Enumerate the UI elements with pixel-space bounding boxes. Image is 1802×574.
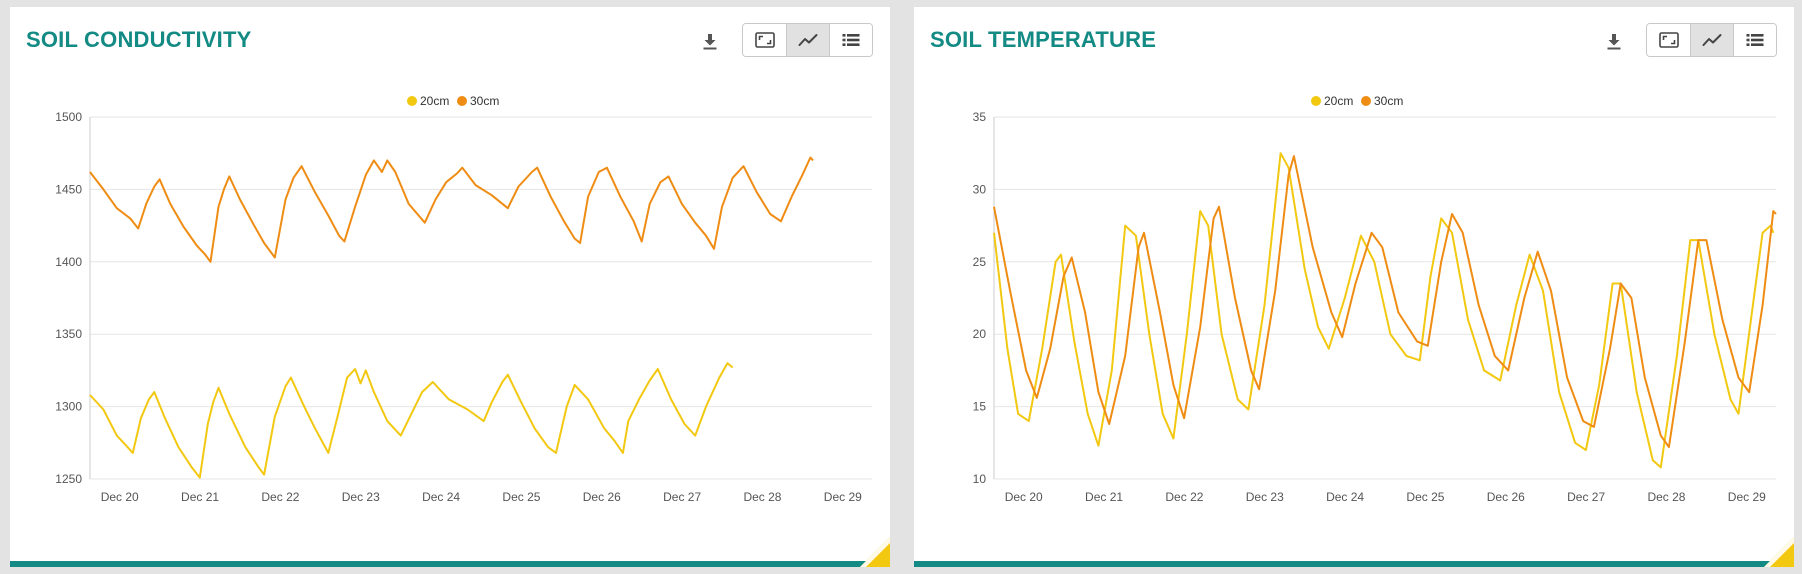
x-tick-label: Dec 26 [583,490,621,504]
corner-resize-handle[interactable] [1764,537,1794,567]
panel-title: SOIL CONDUCTIVITY [26,27,252,52]
y-tick-label: 35 [973,110,987,124]
x-tick-label: Dec 25 [1406,490,1444,504]
y-tick-label: 1500 [55,110,82,124]
view-toggle-group [742,23,873,57]
expand-icon [1658,32,1679,48]
soil-temperature-panel: SOIL TEMPERATURE 10 15 20 25 30 [914,7,1794,567]
x-tick-label: Dec 27 [663,490,701,504]
y-tick-label: 10 [973,472,987,486]
x-tick-label: Dec 29 [1728,490,1766,504]
legend-label[interactable]: 20cm [420,94,449,108]
legend-label[interactable]: 30cm [470,94,499,108]
x-tick-label: Dec 20 [101,490,139,504]
y-tick-label: 15 [973,400,987,414]
legend-marker [457,96,467,106]
x-tick-label: Dec 22 [261,490,299,504]
download-icon [1607,34,1621,50]
series-line-20cm [993,152,1775,469]
table-icon [1746,34,1764,46]
x-tick-label: Dec 21 [181,490,219,504]
line-chart-button[interactable] [786,24,829,56]
x-tick-label: Dec 26 [1487,490,1525,504]
x-tick-label: Dec 29 [824,490,862,504]
expand-icon [754,32,775,48]
y-tick-label: 1400 [55,255,82,269]
x-tick-label: Dec 21 [1085,490,1123,504]
x-tick-label: Dec 25 [502,490,540,504]
series-line-30cm [89,156,814,263]
bottom-accent-bar [914,561,1794,567]
legend-marker [1311,96,1321,106]
y-tick-label: 1350 [55,327,82,341]
x-tick-label: Dec 23 [1246,490,1284,504]
x-tick-label: Dec 28 [1647,490,1685,504]
x-tick-label: Dec 22 [1165,490,1203,504]
x-tick-label: Dec 28 [743,490,781,504]
chart-legend: 20cm 30cm [407,94,499,108]
table-icon [842,34,860,46]
expand-button[interactable] [743,24,786,56]
corner-resize-handle[interactable] [860,537,890,567]
x-tick-label: Dec 24 [1326,490,1364,504]
panel-title: SOIL TEMPERATURE [930,27,1157,52]
series-line-20cm [89,362,734,479]
soil-conductivity-panel: SOIL CONDUCTIVITY 1250 1300 1 [10,7,890,567]
x-tick-label: Dec 20 [1005,490,1043,504]
table-view-button[interactable] [829,24,872,56]
chart-legend: 20cm 30cm [1311,94,1403,108]
bottom-accent-bar [10,561,890,567]
y-tick-label: 1250 [55,472,82,486]
y-tick-label: 30 [973,182,987,196]
download-button[interactable] [698,29,722,55]
table-view-button[interactable] [1733,24,1776,56]
legend-marker [1361,96,1371,106]
download-button[interactable] [1602,29,1626,55]
legend-marker [407,96,417,106]
y-tick-label: 25 [973,255,987,269]
download-icon [703,34,717,50]
x-tick-label: Dec 23 [342,490,380,504]
view-toggle-group [1646,23,1777,57]
line-chart-button[interactable] [1690,24,1733,56]
x-tick-label: Dec 24 [422,490,460,504]
expand-button[interactable] [1647,24,1690,56]
series-line-30cm [993,155,1777,449]
y-tick-label: 1450 [55,182,82,196]
y-tick-label: 1300 [55,400,82,414]
legend-label[interactable]: 30cm [1374,94,1403,108]
temperature-chart: 10 15 20 25 30 35 Dec 20 Dec 21 Dec 22 Dec 23 Dec … [973,94,1777,504]
x-tick-label: Dec 27 [1567,490,1605,504]
line-chart-icon [1702,34,1722,46]
legend-label[interactable]: 20cm [1324,94,1353,108]
line-chart-icon [798,34,818,46]
y-tick-label: 20 [973,327,987,341]
conductivity-chart: 1250 1300 1350 1400 1450 1500 Dec 20 Dec 21 Dec … [55,94,872,504]
